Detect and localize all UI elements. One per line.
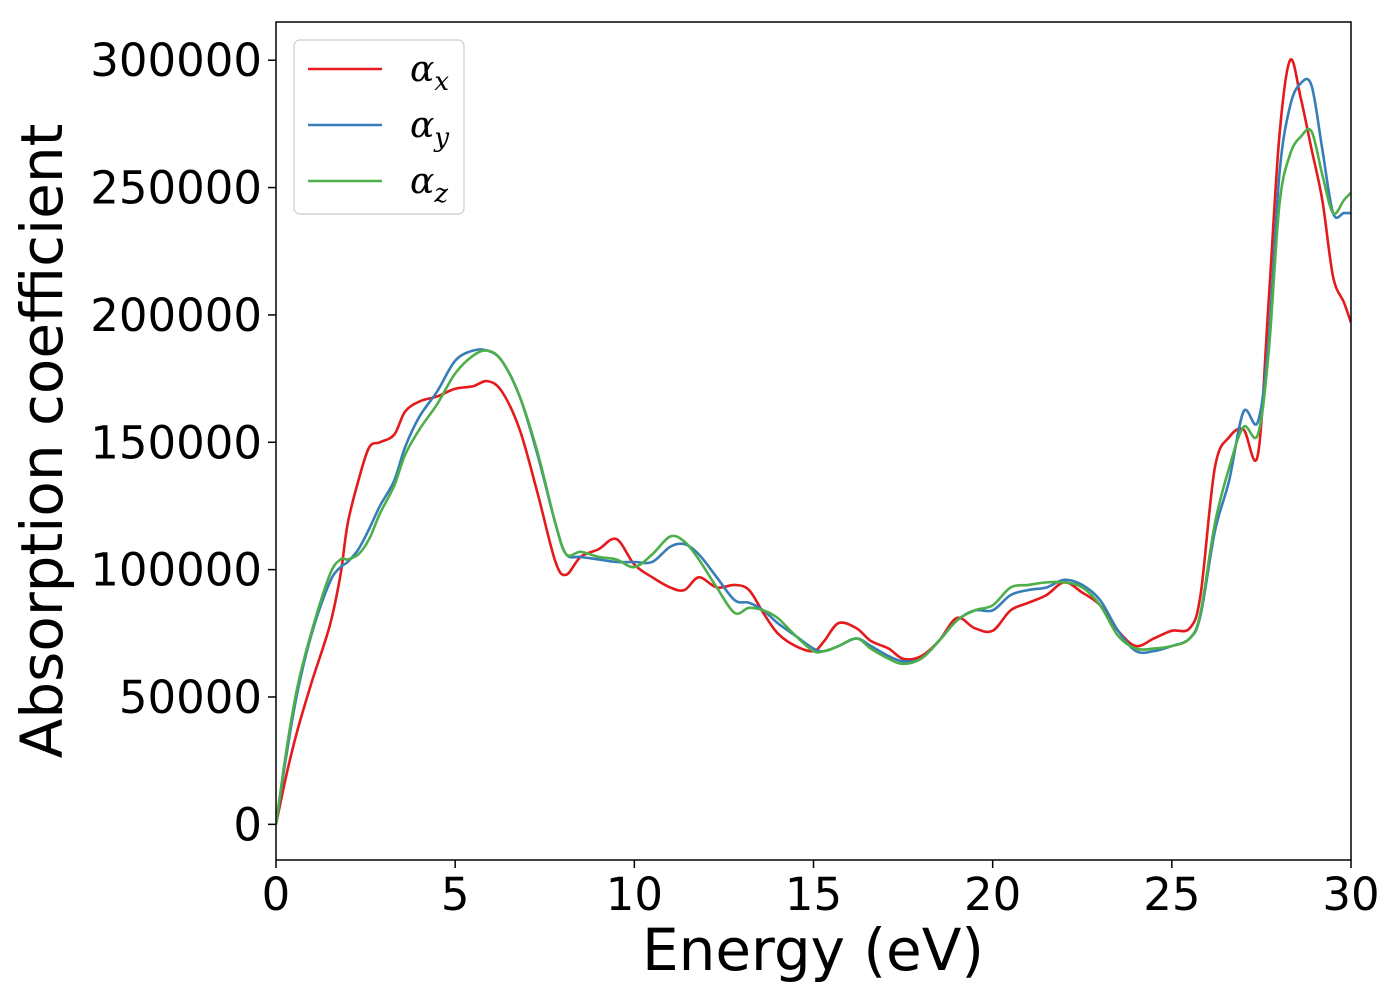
y-tick-label: 300000: [90, 34, 262, 87]
series-line-z: [276, 127, 1351, 825]
y-tick-label: 0: [233, 798, 262, 851]
y-tick-label: 100000: [90, 544, 262, 597]
y-tick-label: 150000: [90, 416, 262, 469]
x-tick-label: 15: [785, 868, 842, 921]
y-tick-label: 250000: [90, 162, 262, 215]
x-tick-label: 25: [1143, 868, 1200, 921]
series-line-x: [276, 58, 1351, 825]
x-tick-label: 20: [964, 868, 1021, 921]
legend: αx αy αz: [293, 39, 465, 215]
legend-label-x: αx: [410, 49, 449, 97]
x-tick-label: 0: [262, 868, 291, 921]
x-tick-label: 5: [441, 868, 470, 921]
series-layer: [276, 58, 1351, 825]
y-axis-title: Absorption coefficient: [8, 124, 76, 759]
x-tick-label: 10: [606, 868, 663, 921]
y-axis: 0 50000 100000 150000 200000 250000 300000: [90, 34, 276, 851]
y-tick-label: 200000: [90, 289, 262, 342]
legend-box: [293, 39, 465, 215]
x-tick-label: 30: [1322, 868, 1379, 921]
x-axis: 0 5 10 15 20 25 30: [262, 860, 1380, 921]
legend-label-z: αz: [410, 161, 448, 209]
x-axis-title: Energy (eV): [642, 916, 984, 984]
legend-label-y: αy: [410, 105, 449, 153]
y-tick-label: 50000: [119, 671, 262, 724]
